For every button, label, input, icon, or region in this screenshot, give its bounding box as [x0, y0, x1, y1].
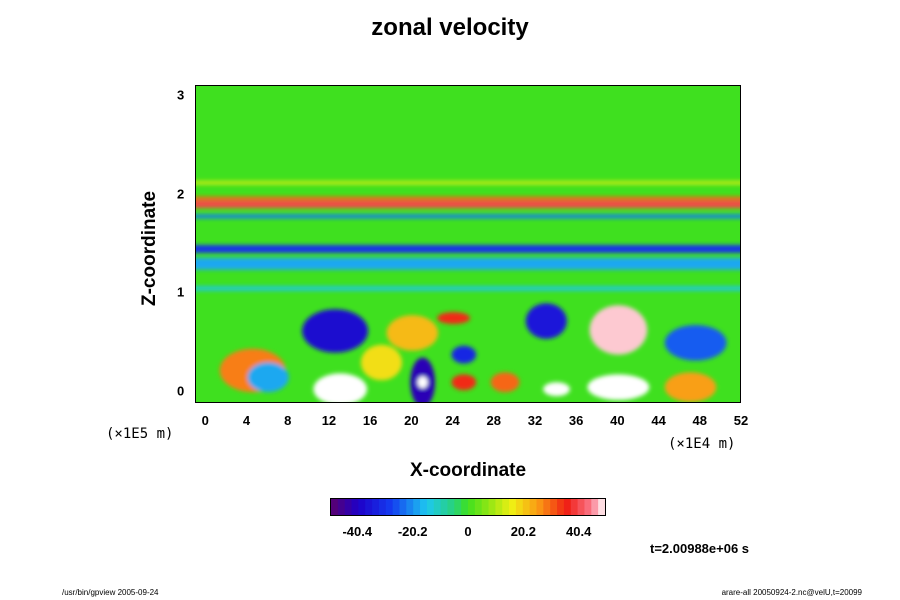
colorbar-tick-label: 20.2 [510, 524, 536, 539]
colorbar-segment [358, 499, 366, 515]
velocity-band [196, 257, 740, 270]
colorbar-segment [351, 499, 359, 515]
colorbar-segment [536, 499, 544, 515]
velocity-band [196, 214, 740, 219]
colorbar-segment [529, 499, 537, 515]
x-tick-label: 16 [362, 413, 378, 428]
velocity-blob [302, 309, 369, 353]
colorbar-segment [365, 499, 373, 515]
x-tick-label: 0 [201, 413, 209, 428]
colorbar-segment [495, 499, 503, 515]
footer-right: arare-all 20050924-2.nc@velU,t=20099 [721, 588, 862, 597]
y-unit-label: (×1E5 m) [106, 426, 174, 442]
velocity-blob [664, 372, 717, 402]
colorbar-segment [392, 499, 400, 515]
velocity-blob [589, 305, 648, 355]
colorbar-segment [468, 499, 476, 515]
colorbar-gradient [331, 499, 606, 515]
y-tick-label: 0 [177, 383, 185, 399]
velocity-blob [437, 312, 471, 325]
colorbar-segment [413, 499, 421, 515]
x-unit-label: (×1E4 m) [668, 436, 736, 452]
colorbar-segment [577, 499, 585, 515]
velocity-blob [525, 303, 567, 339]
colorbar-segment [502, 499, 510, 515]
colorbar-segment [515, 499, 524, 515]
colorbar-tick-label: -20.2 [397, 524, 428, 539]
colorbar-segment [447, 499, 455, 515]
colorbar-segment [598, 499, 606, 515]
colorbar-segment [461, 499, 469, 515]
velocity-blob [360, 344, 403, 381]
velocity-blob [451, 374, 477, 391]
x-tick-label: 24 [445, 413, 460, 428]
x-axis-label: X-coordinate [409, 460, 527, 481]
y-tick-label: 2 [177, 186, 185, 202]
colorbar-segment [488, 499, 496, 515]
colorbar-segment [454, 499, 462, 515]
colorbar-segment [433, 499, 442, 515]
colorbar-segment [570, 499, 579, 515]
y-tick-label: 3 [177, 87, 185, 103]
x-tick-label: 52 [733, 413, 749, 428]
colorbar-segment [378, 499, 387, 515]
velocity-band [196, 285, 740, 291]
colorbar-segment [481, 499, 490, 515]
footer-left: /usr/bin/gpview 2005-09-24 [62, 588, 159, 597]
colorbar-tick-label: -40.4 [342, 524, 373, 539]
colorbar-segment [591, 499, 599, 515]
y-axis-label: Z-coordinate [139, 190, 160, 306]
colorbar-segment [331, 499, 339, 515]
x-tick-label: 12 [321, 413, 337, 428]
x-tick-label: 48 [692, 413, 708, 428]
velocity-blob [313, 373, 368, 402]
field-heatmap [196, 86, 740, 402]
colorbar-segment [399, 499, 407, 515]
colorbar-segment [543, 499, 551, 515]
x-tick-label: 20 [404, 413, 419, 428]
colorbar [330, 498, 606, 516]
colorbar-segment [584, 499, 592, 515]
colorbar-segment [557, 499, 565, 515]
colorbar-segment [509, 499, 517, 515]
colorbar-tick-label: 40.4 [566, 524, 592, 539]
velocity-blob [247, 362, 289, 393]
colorbar-segment [440, 499, 448, 515]
colorbar-segment [426, 499, 435, 515]
x-tick-label: 40 [610, 413, 625, 428]
chart-title: zonal velocity [371, 14, 529, 41]
colorbar-segment [372, 499, 380, 515]
colorbar-segment [385, 499, 394, 515]
velocity-blob [386, 315, 439, 351]
velocity-blob [587, 374, 650, 401]
velocity-blob [490, 372, 520, 393]
x-tick-label: 28 [486, 413, 501, 428]
y-tick-label: 1 [177, 284, 185, 300]
velocity-blob [543, 382, 570, 397]
velocity-blob [451, 345, 477, 364]
colorbar-segment [337, 499, 346, 515]
x-tick-label: 32 [527, 413, 543, 428]
velocity-blob [664, 324, 727, 361]
colorbar-segment [406, 499, 414, 515]
x-tick-label: 44 [651, 413, 666, 428]
colorbar-segment [563, 499, 572, 515]
velocity-band [196, 196, 740, 201]
colorbar-segment [474, 499, 483, 515]
velocity-band [196, 245, 740, 253]
colorbar-segment [344, 499, 353, 515]
colorbar-segment [420, 499, 428, 515]
colorbar-segment [550, 499, 558, 515]
velocity-band [196, 201, 740, 208]
colorbar-tick-label: 0 [464, 524, 472, 539]
x-tick-label: 36 [568, 413, 584, 428]
x-tick-label: 8 [284, 413, 292, 428]
colorbar-segment [522, 499, 531, 515]
plot-area [195, 85, 741, 403]
velocity-band [196, 180, 740, 185]
x-tick-label: 4 [242, 413, 251, 428]
velocity-blob [417, 376, 428, 389]
time-label: t=2.00988e+06 s [650, 541, 750, 556]
